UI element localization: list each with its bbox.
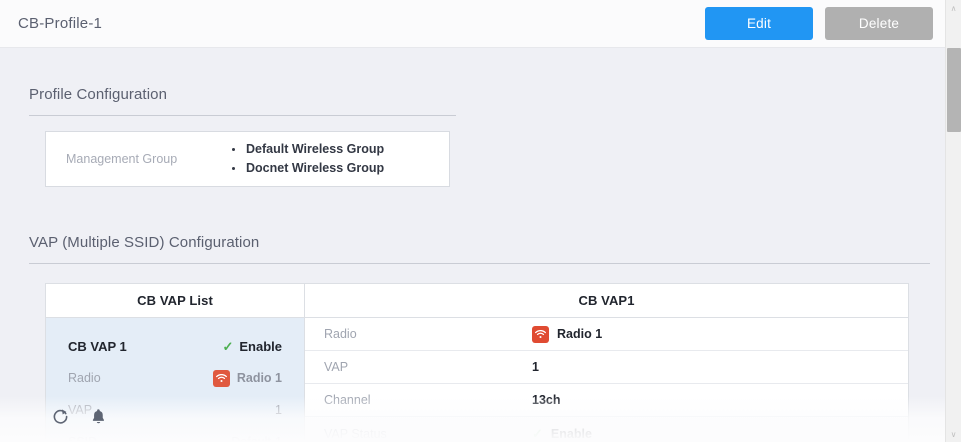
row-value-label: Default-1 [231, 435, 282, 442]
management-group-value: Default Wireless Group [246, 142, 385, 156]
row-value-label: 1 [275, 403, 282, 417]
check-icon: ✓ [222, 338, 234, 354]
management-group-card: Management Group Default Wireless Group … [45, 131, 450, 187]
status-badge: ✓ Enable [222, 339, 282, 354]
detail-value-label: 13ch [532, 393, 561, 407]
detail-value: ✓ Enable [532, 427, 592, 441]
detail-value-label: Radio 1 [557, 327, 603, 341]
vap-table: CB VAP List CB VAP 1 ✓ Enable Radio [45, 283, 909, 442]
row-key: Radio [68, 371, 101, 385]
detail-key: Channel [324, 393, 371, 407]
detail-row-radio: Radio Radio 1 [305, 318, 908, 351]
check-icon: ✓ [532, 426, 543, 441]
profile-configuration-title: Profile Configuration [29, 86, 168, 103]
scroll-up-button[interactable]: ∧ [950, 3, 957, 13]
management-group-values: Default Wireless Group Docnet Wireless G… [218, 140, 449, 178]
detail-key: VAP Status [324, 426, 387, 441]
vap-list-item-name: CB VAP 1 [68, 338, 127, 354]
detail-value-label: 1 [532, 360, 539, 374]
scrollbar-track[interactable] [946, 16, 961, 426]
section-divider [29, 115, 456, 116]
row-value: Radio 1 [212, 369, 282, 387]
header-actions: Edit Delete [705, 7, 945, 40]
detail-row-channel: Channel 13ch [305, 384, 908, 417]
bell-icon[interactable] [91, 408, 106, 430]
scroll-down-button[interactable]: ∨ [950, 429, 957, 439]
management-group-label: Management Group [66, 152, 178, 166]
management-group-value: Docnet Wireless Group [246, 161, 385, 175]
refresh-icon[interactable] [52, 408, 69, 430]
section-divider [29, 263, 930, 264]
vap-list-item-title-row: CB VAP 1 ✓ Enable [68, 330, 282, 362]
vap-detail-column-header: CB VAP1 [305, 284, 908, 318]
detail-value: Radio 1 [532, 325, 603, 343]
edit-button[interactable]: Edit [705, 7, 813, 40]
page-title: CB-Profile-1 [18, 15, 103, 32]
scrollbar-thumb[interactable] [947, 48, 961, 132]
vap-list-item-row-radio: Radio Radio 1 [68, 362, 282, 394]
detail-row-vap: VAP 1 [305, 351, 908, 384]
page-header: CB-Profile-1 Edit Delete [0, 0, 945, 48]
vertical-scrollbar[interactable]: ∧ ∨ [945, 0, 961, 442]
bullet-icon [232, 148, 235, 151]
detail-key: Radio [324, 327, 357, 341]
delete-button[interactable]: Delete [825, 7, 933, 40]
status-badge-label: Enable [239, 338, 282, 354]
wifi-radio-icon [532, 325, 549, 343]
floating-toolbar [52, 408, 106, 430]
detail-value-label: Enable [550, 426, 592, 441]
vap-configuration-section: VAP (Multiple SSID) Configuration CB VAP… [29, 234, 930, 442]
page-content: Profile Configuration Management Group D… [0, 48, 945, 442]
row-value-label: Radio 1 [236, 371, 282, 385]
profile-configuration-section: Profile Configuration Management Group D… [29, 86, 456, 187]
vap-detail-column: CB VAP1 Radio Radio 1 [305, 284, 908, 442]
vap-list-column-header: CB VAP List [46, 284, 304, 318]
row-key: SSID [68, 435, 98, 442]
list-item: Default Wireless Group [232, 140, 449, 159]
detail-row-vap-status: VAP Status ✓ Enable [305, 417, 908, 442]
vap-configuration-title: VAP (Multiple SSID) Configuration [29, 234, 260, 251]
bullet-icon [232, 167, 235, 170]
list-item: Docnet Wireless Group [232, 159, 449, 178]
detail-key: VAP [324, 360, 349, 374]
wifi-radio-icon [212, 369, 230, 387]
